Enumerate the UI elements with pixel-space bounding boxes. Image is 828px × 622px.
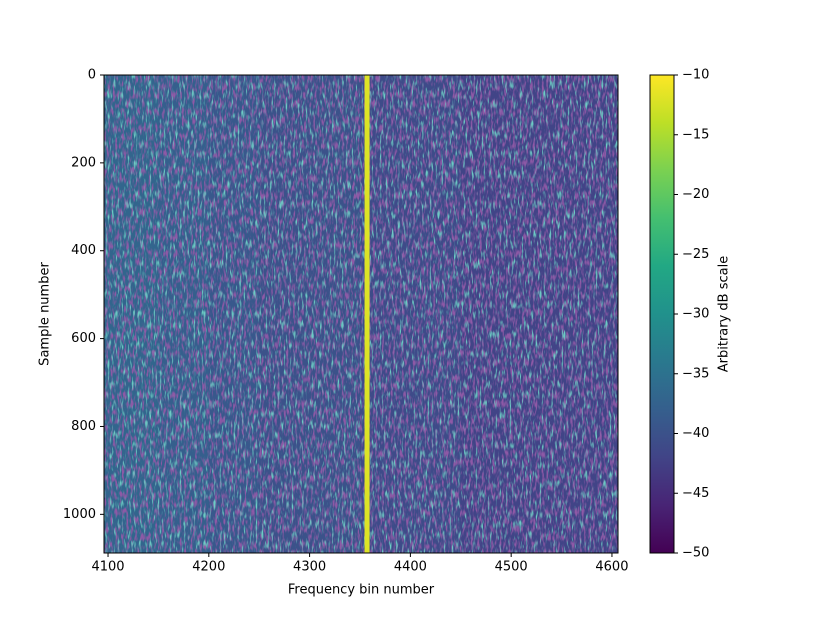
y-tick-label: 0	[88, 68, 96, 83]
y-axis-label: Sample number	[38, 262, 53, 366]
y-tick-label: 200	[71, 155, 96, 170]
x-tick-label: 4200	[192, 560, 225, 575]
colorbar-tick-label: −40	[682, 426, 709, 441]
y-tick-label: 1000	[63, 507, 96, 522]
x-tick-label: 4600	[595, 560, 628, 575]
colorbar-tick-label: −45	[682, 486, 709, 501]
x-axis-label: Frequency bin number	[288, 583, 435, 598]
y-tick-label: 800	[71, 419, 96, 434]
signal-layer	[364, 75, 370, 553]
y-tick-label: 600	[71, 331, 96, 346]
colorbar-tick-label: −20	[682, 187, 709, 202]
colorbar-tick-label: −50	[682, 546, 709, 561]
colorbar	[649, 74, 675, 554]
colorbar-tick-label: −10	[682, 68, 709, 83]
x-tick-label: 4100	[91, 560, 124, 575]
x-tick-label: 4400	[394, 560, 427, 575]
noise	[104, 75, 618, 553]
signal-line	[364, 75, 370, 553]
colorbar-tick-label: −35	[682, 366, 709, 381]
colorbar-tick-label: −15	[682, 127, 709, 142]
texture	[104, 75, 618, 553]
colorbar-tick-label: −30	[682, 307, 709, 322]
x-tick-label: 4300	[293, 560, 326, 575]
x-tick-label: 4500	[495, 560, 528, 575]
plot-frame	[103, 74, 619, 554]
y-tick-label: 400	[71, 243, 96, 258]
colorbar-label: Arbitrary dB scale	[717, 256, 732, 372]
colorbar-tick-label: −25	[682, 247, 709, 262]
